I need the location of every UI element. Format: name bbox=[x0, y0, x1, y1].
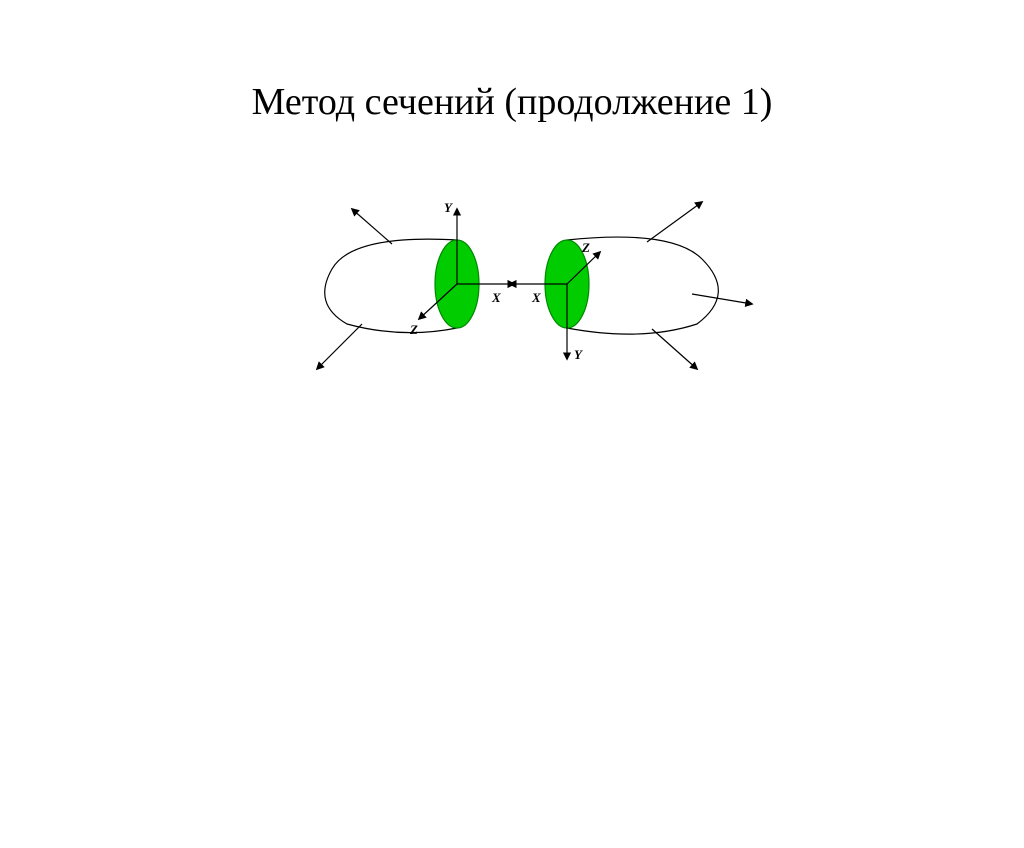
right-force-arrow-0 bbox=[647, 202, 702, 242]
right-force-arrow-2 bbox=[652, 329, 697, 369]
left-force-arrow-0 bbox=[352, 209, 392, 244]
left-axis-label-Y: Y bbox=[444, 200, 453, 215]
right-axis-label-X: X bbox=[531, 290, 541, 305]
right-axis-label-Z: Z bbox=[581, 240, 590, 255]
left-axis-label-X: X bbox=[491, 290, 501, 305]
section-method-diagram: Y X Z Z X Y bbox=[252, 174, 772, 404]
slide-title: Метод сечений (продолжение 1) bbox=[0, 80, 1024, 124]
left-force-arrow-1 bbox=[317, 324, 362, 369]
diagram-container: Y X Z Z X Y bbox=[0, 174, 1024, 404]
left-axis-label-Z: Z bbox=[409, 322, 418, 337]
right-axis-label-Y: Y bbox=[574, 347, 583, 362]
right-force-arrow-1 bbox=[692, 294, 752, 304]
